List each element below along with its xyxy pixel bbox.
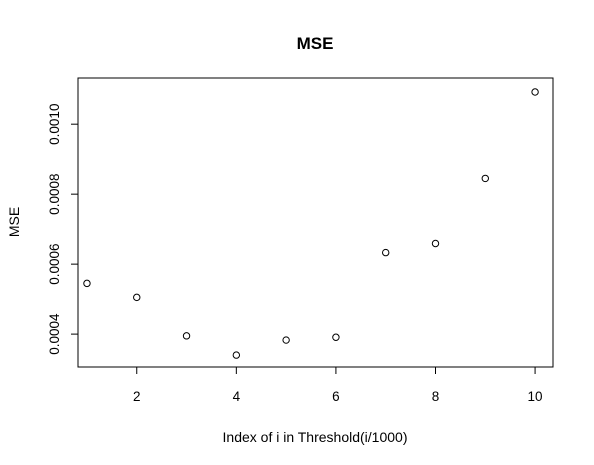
x-axis: 2 4 6 8 10 (133, 366, 543, 404)
x-axis-label: Index of i in Threshold(i/1000) (223, 429, 408, 445)
data-point (83, 279, 91, 288)
data-point (431, 239, 440, 248)
data-point (531, 88, 539, 96)
data-point (182, 332, 191, 340)
y-axis-label: MSE (6, 207, 22, 237)
data-points (83, 88, 539, 359)
data-point (232, 351, 241, 359)
x-tick-label: 4 (233, 389, 241, 404)
y-tick-label: 0.0008 (47, 174, 62, 215)
data-point (332, 333, 340, 341)
plot-frame (77, 77, 554, 368)
y-tick-label: 0.0006 (47, 243, 62, 284)
data-point (382, 248, 390, 257)
data-point (481, 174, 489, 183)
data-point (133, 293, 141, 302)
x-tick-label: 2 (133, 389, 141, 404)
x-tick-label: 6 (332, 389, 340, 404)
data-point (282, 336, 290, 344)
x-tick-label: 10 (528, 389, 543, 404)
y-tick-label: 0.0004 (47, 313, 62, 355)
chart-title: MSE (297, 34, 334, 53)
y-tick-label: 0.0010 (47, 104, 62, 145)
y-axis: 0.0004 0.0006 0.0008 0.0010 (47, 104, 79, 355)
x-tick-label: 8 (432, 389, 440, 404)
